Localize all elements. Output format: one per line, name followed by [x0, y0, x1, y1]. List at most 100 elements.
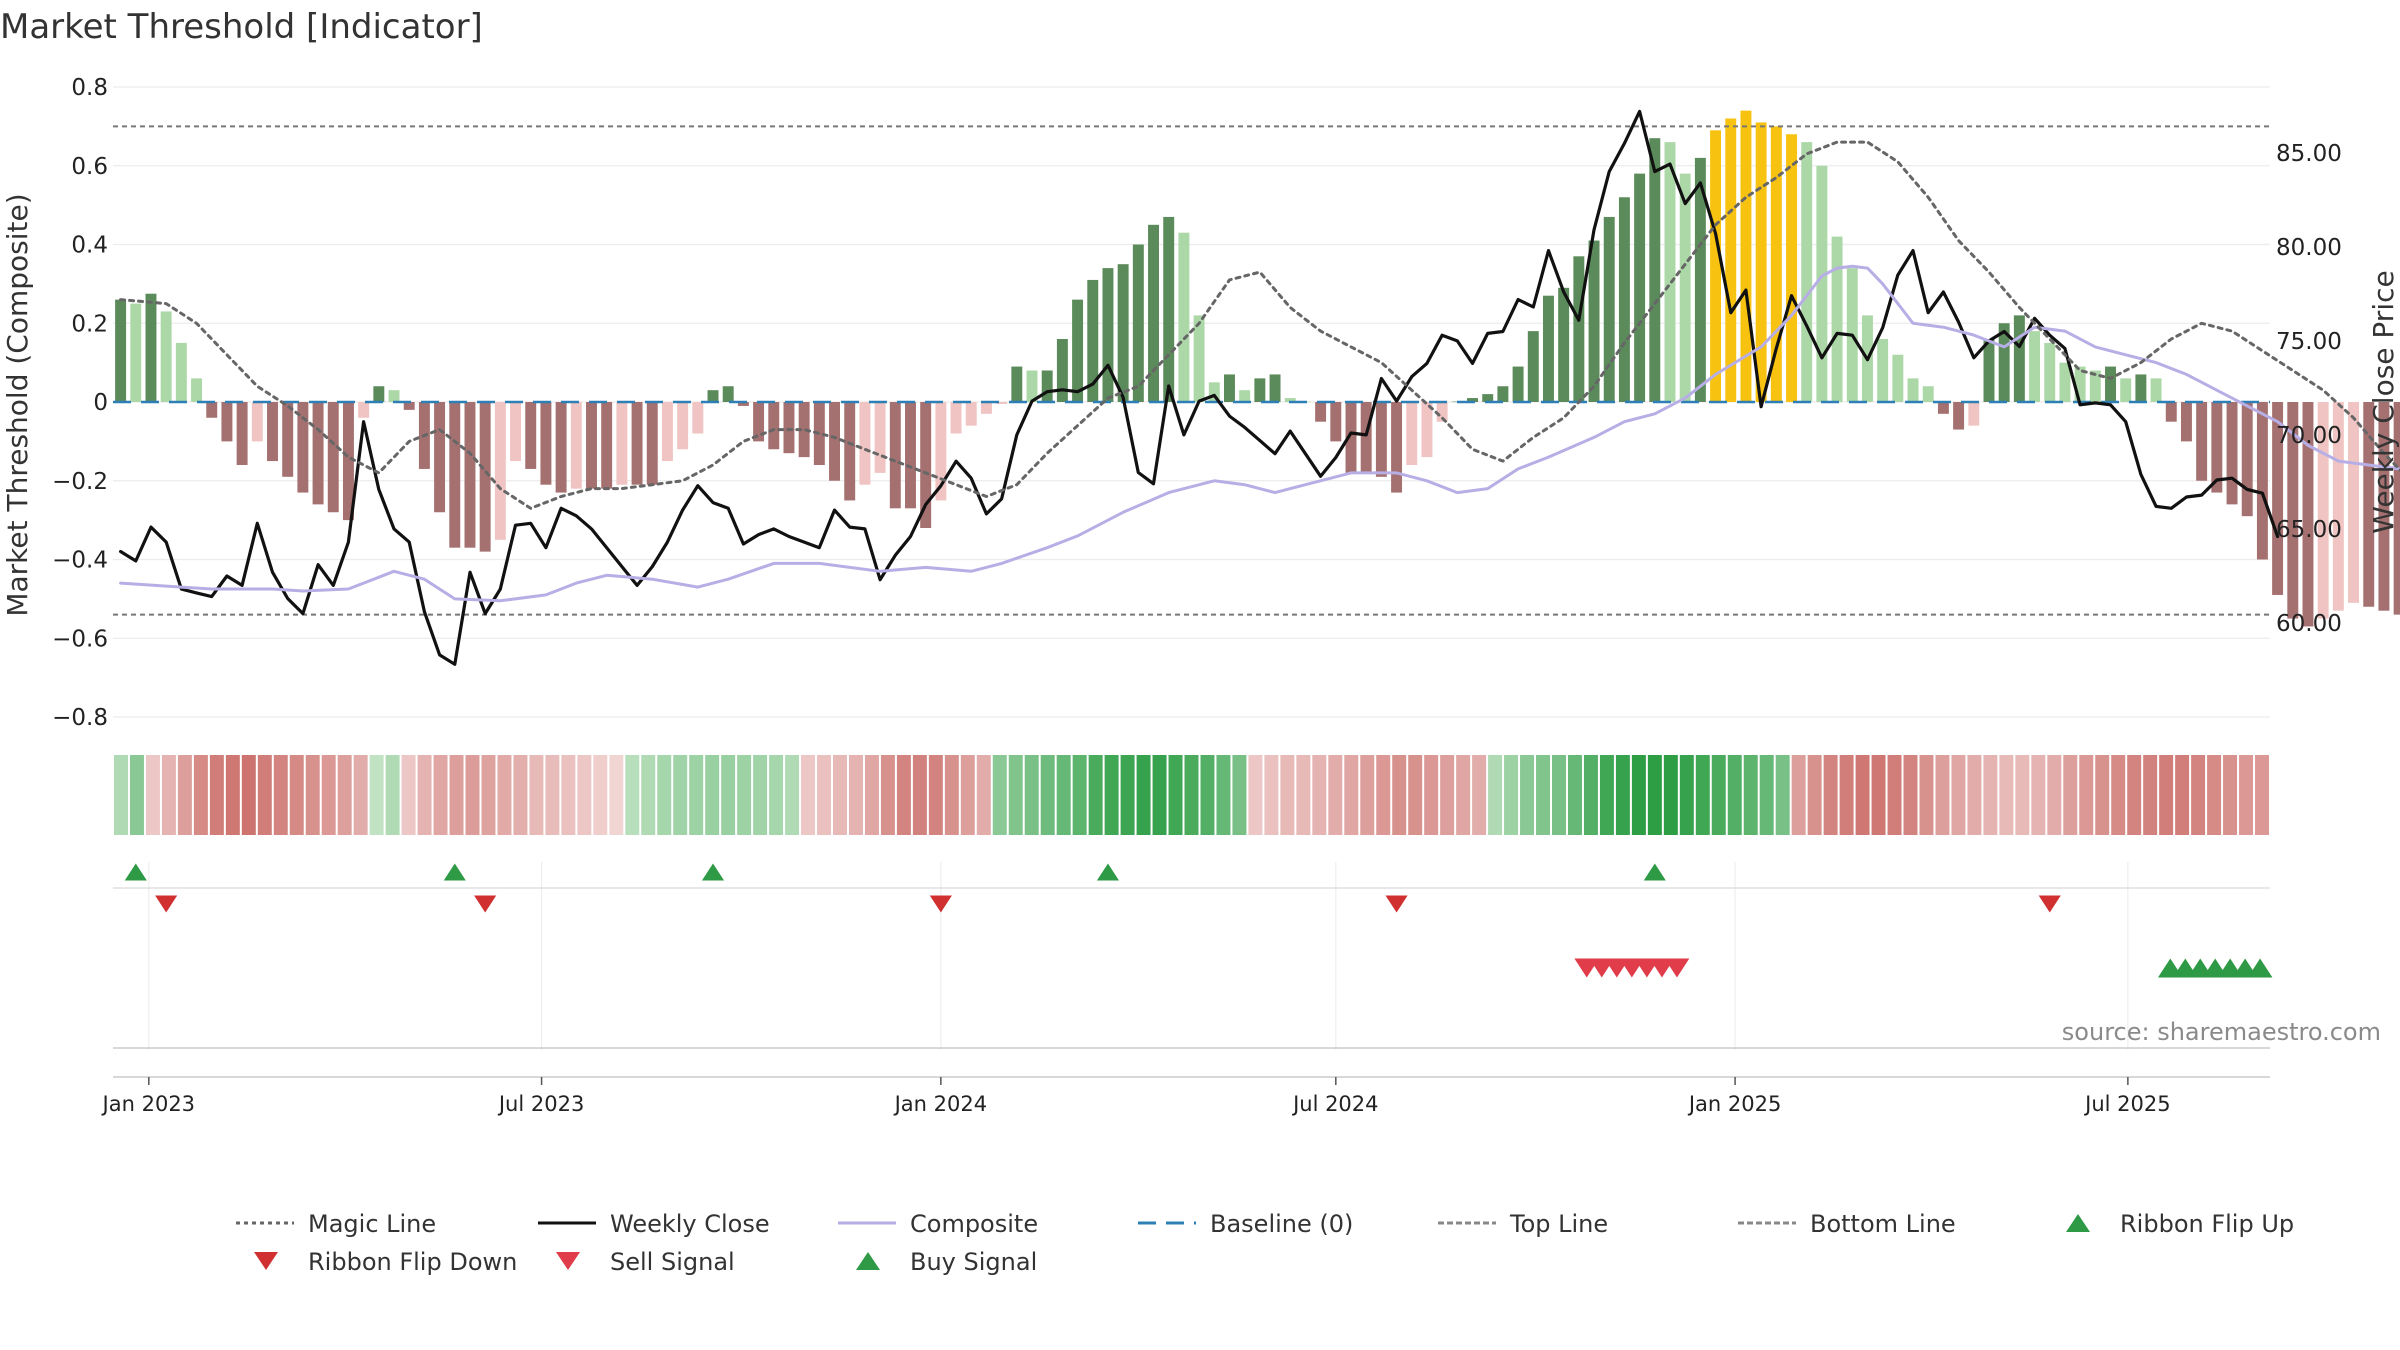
- threshold-bar: [1694, 157, 1706, 402]
- threshold-bar: [388, 390, 400, 402]
- threshold-bar: [1801, 142, 1813, 402]
- threshold-bar: [1436, 402, 1448, 422]
- threshold-bar: [2211, 402, 2223, 493]
- ribbon-cell: [721, 755, 736, 835]
- ribbon-cell: [1695, 755, 1710, 835]
- threshold-bar: [889, 402, 901, 509]
- ribbon-cell: [737, 755, 752, 835]
- threshold-bar: [2074, 366, 2086, 402]
- threshold-bar: [783, 402, 795, 454]
- threshold-bar: [1877, 339, 1889, 402]
- threshold-bar: [342, 402, 354, 521]
- ribbon-cell: [2079, 755, 2094, 835]
- y-left-tick-label: −0.8: [52, 705, 108, 731]
- ribbon-cell: [1200, 755, 1215, 835]
- ribbon-cell: [114, 755, 128, 835]
- ribbon-cell: [513, 755, 528, 835]
- threshold-bar: [145, 293, 157, 402]
- ribbon-flip-down-marker: [929, 895, 952, 913]
- ribbon-cell: [385, 755, 400, 835]
- ribbon-cell: [1967, 755, 1982, 835]
- ribbon-cell: [1855, 755, 1870, 835]
- threshold-bar: [586, 402, 597, 489]
- ribbon-cell: [1583, 755, 1598, 835]
- ribbon-cell: [177, 755, 192, 835]
- ribbon-cell: [880, 755, 895, 835]
- ribbon-cell: [817, 755, 831, 835]
- ribbon-flip-down-marker: [2038, 895, 2061, 913]
- x-tick-label: Jan 2023: [101, 1092, 196, 1116]
- ribbon-cell: [1791, 755, 1806, 835]
- ribbon-cell: [209, 755, 224, 835]
- sell-signal-marker: [1664, 958, 1690, 978]
- threshold-bar: [935, 402, 947, 501]
- legend-label: Ribbon Flip Down: [308, 1248, 517, 1276]
- ribbon-cell: [1631, 755, 1646, 835]
- legend-item: Bottom Line: [1738, 1210, 1956, 1238]
- ribbon-flip-down-marker: [474, 895, 497, 913]
- ribbon-cell: [1152, 755, 1167, 835]
- ribbon-cell: [1903, 755, 1918, 835]
- threshold-bar: [2302, 402, 2314, 627]
- ribbon-cell: [705, 755, 720, 835]
- threshold-bar: [1740, 110, 1752, 402]
- x-tick-label: Jan 2024: [893, 1092, 988, 1116]
- ribbon-cell: [976, 755, 991, 835]
- ribbon-cell: [273, 755, 288, 835]
- ribbon-cell: [1951, 755, 1966, 835]
- threshold-bar: [2226, 402, 2238, 505]
- x-tick-label: Jul 2024: [1291, 1092, 1378, 1116]
- legend-label: Baseline (0): [1210, 1210, 1353, 1238]
- ribbon-cell: [1408, 755, 1423, 835]
- y-right-tick-label: 60.00: [2276, 611, 2342, 637]
- threshold-bar: [1345, 402, 1357, 473]
- threshold-bar: [1041, 370, 1053, 402]
- ribbon-cell: [257, 755, 272, 835]
- ribbon-cell: [785, 755, 800, 835]
- ribbon-cell: [337, 755, 352, 835]
- ribbon-cell: [1871, 755, 1886, 835]
- threshold-bar: [1482, 394, 1494, 402]
- threshold-bar: [1497, 386, 1509, 402]
- ribbon-cell: [1040, 755, 1055, 835]
- threshold-bar: [1725, 118, 1737, 402]
- ribbon-cell: [992, 755, 1007, 835]
- legend-label: Ribbon Flip Up: [2120, 1210, 2294, 1238]
- x-tick-label: Jan 2025: [1687, 1092, 1782, 1116]
- ribbon-cell: [305, 755, 320, 835]
- legend-item: Sell Signal: [556, 1248, 735, 1276]
- ribbon-cell: [1999, 755, 2014, 835]
- y-left-tick-label: 0.8: [71, 75, 108, 101]
- threshold-bar: [1148, 224, 1159, 402]
- threshold-bar: [1421, 402, 1433, 458]
- threshold-bar: [1330, 402, 1342, 442]
- threshold-bar: [267, 402, 278, 462]
- threshold-bar: [1360, 402, 1372, 473]
- ribbon-cell: [369, 755, 384, 835]
- threshold-bar: [1117, 264, 1129, 402]
- threshold-bar: [236, 402, 248, 465]
- ribbon-cell: [353, 755, 368, 835]
- ribbon-cell: [864, 755, 879, 835]
- threshold-bar: [2135, 374, 2147, 402]
- axes: 0.8 0.6 0.4 0.2 0 −0.2 −0.4 −0.6 −0.8 85.00 80.00 7…: [52, 75, 2342, 1116]
- ribbon-cell: [848, 755, 863, 835]
- source-label: source: sharemaestro.com: [2062, 1018, 2381, 1046]
- y-left-tick-label: −0.6: [52, 626, 108, 652]
- threshold-bar: [1467, 398, 1478, 402]
- ribbon-cell: [1056, 755, 1071, 835]
- threshold-bar: [251, 402, 263, 442]
- legend-item: Ribbon Flip Down: [254, 1248, 517, 1276]
- ribbon-cell: [529, 755, 544, 835]
- legend-item: Buy Signal: [856, 1248, 1037, 1276]
- ribbon-flip-up-marker: [124, 863, 147, 881]
- legend-item: Composite: [838, 1210, 1038, 1238]
- threshold-bar: [2165, 402, 2177, 422]
- legend-item: Magic Line: [236, 1210, 436, 1238]
- ribbon-flip-up-marker: [443, 863, 466, 881]
- ribbon-cell: [1743, 755, 1758, 835]
- threshold-bar: [2013, 315, 2025, 402]
- threshold-bar: [2393, 402, 2400, 615]
- threshold-bar: [160, 311, 172, 402]
